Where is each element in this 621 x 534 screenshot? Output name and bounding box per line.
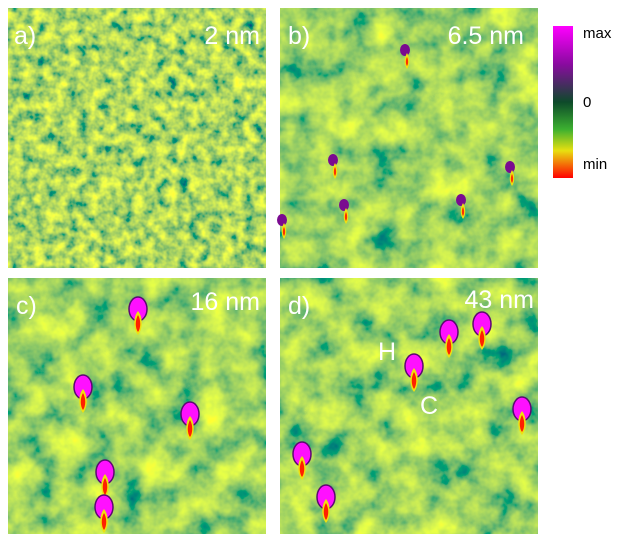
thickness-label: 2 nm <box>204 22 260 50</box>
thickness-label: 43 nm <box>465 286 534 314</box>
colorbar-label: max <box>583 25 612 42</box>
colorbar-label: 0 <box>583 94 591 111</box>
image-a <box>8 8 266 268</box>
annotation: H <box>378 338 396 366</box>
colorbar-label: min <box>583 156 607 173</box>
panel-label: a) <box>14 22 36 50</box>
colorbar <box>553 26 573 178</box>
thickness-label: 16 nm <box>191 288 260 316</box>
annotation: C <box>420 392 438 420</box>
panel-label: c) <box>16 292 37 320</box>
panel-label: d) <box>288 292 310 320</box>
panel-label: b) <box>288 22 310 50</box>
thickness-label: 6.5 nm <box>448 22 524 50</box>
